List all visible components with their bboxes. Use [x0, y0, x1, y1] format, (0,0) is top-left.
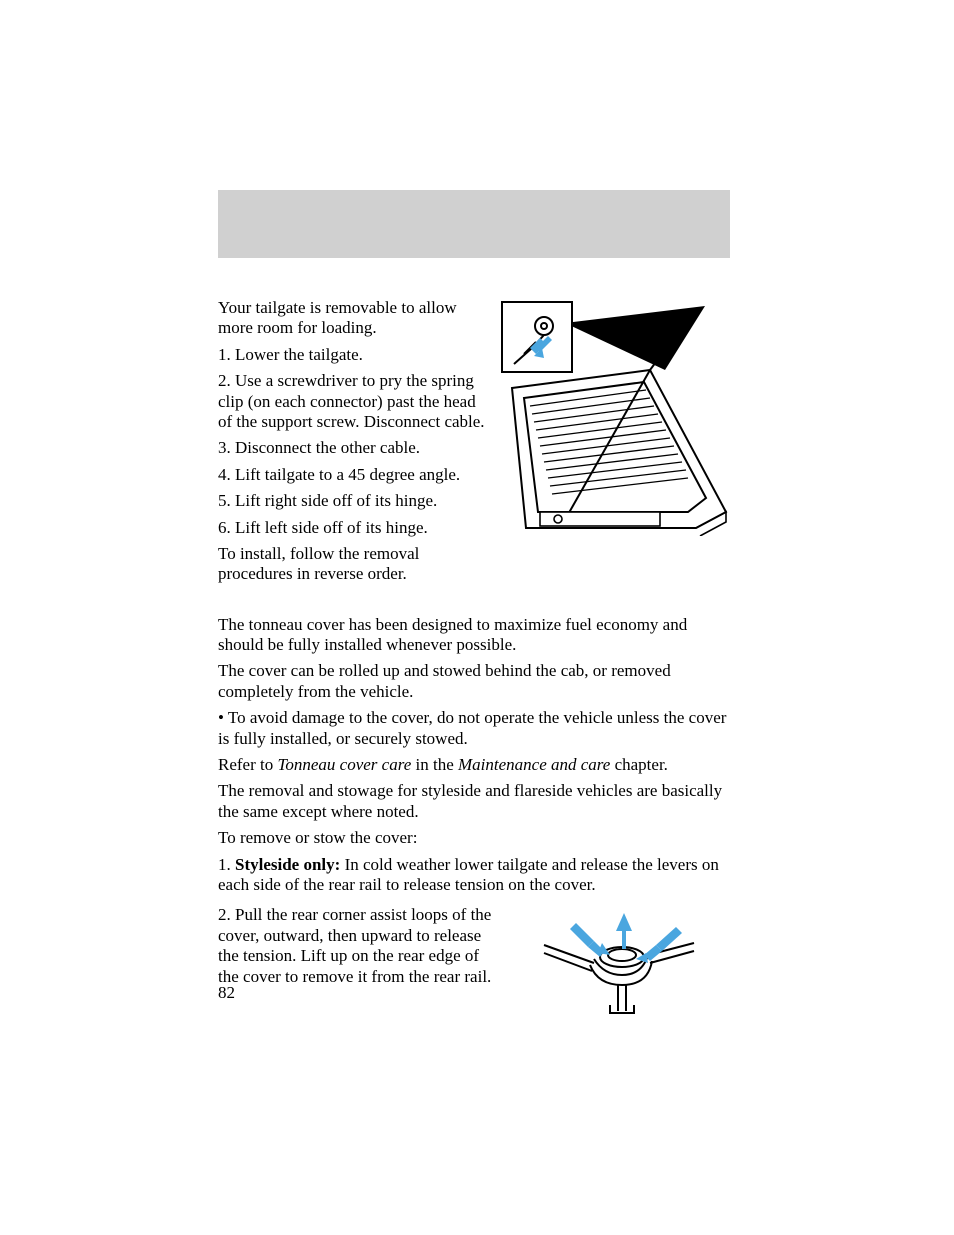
- corner-loop-figure: [506, 905, 730, 1015]
- top-two-column: Your tailgate is removable to allow more…: [218, 298, 730, 591]
- ref-post: chapter.: [610, 755, 668, 774]
- ref-mid: in the: [411, 755, 458, 774]
- s1-pre: 1.: [218, 855, 235, 874]
- page-content: Your tailgate is removable to allow more…: [218, 190, 730, 1015]
- ref-italic-2: Maintenance and care: [458, 755, 610, 774]
- tailgate-illustration: [500, 298, 730, 536]
- bottom-two-column: 2. Pull the rear corner assist loops of …: [218, 905, 730, 1015]
- tonneau-p3: The removal and stowage for styleside an…: [218, 781, 730, 822]
- section-header-band: [218, 190, 730, 258]
- tailgate-figure: [500, 298, 730, 591]
- tailgate-intro: Your tailgate is removable to allow more…: [218, 298, 486, 339]
- tonneau-step-1: 1. Styleside only: In cold weather lower…: [218, 855, 730, 896]
- tonneau-step-2: 2. Pull the rear corner assist loops of …: [218, 905, 498, 987]
- tailgate-step-4: 4. Lift tailgate to a 45 degree angle.: [218, 465, 486, 485]
- tailgate-step-5: 5. Lift right side off of its hinge.: [218, 491, 486, 511]
- tailgate-text-column: Your tailgate is removable to allow more…: [218, 298, 486, 591]
- tonneau-step-2-col: 2. Pull the rear corner assist loops of …: [218, 905, 498, 1015]
- ref-pre: Refer to: [218, 755, 277, 774]
- s1-bold: Styleside only:: [235, 855, 340, 874]
- tailgate-step-3: 3. Disconnect the other cable.: [218, 438, 486, 458]
- tonneau-p4: To remove or stow the cover:: [218, 828, 730, 848]
- tonneau-ref: Refer to Tonneau cover care in the Maint…: [218, 755, 730, 775]
- tonneau-p1: The tonneau cover has been designed to m…: [218, 615, 730, 656]
- tailgate-install-note: To install, follow the removal procedure…: [218, 544, 486, 585]
- tonneau-body: The tonneau cover has been designed to m…: [218, 615, 730, 896]
- tailgate-step-1: 1. Lower the tailgate.: [218, 345, 486, 365]
- page-number: 82: [218, 983, 235, 1003]
- tailgate-step-2: 2. Use a screwdriver to pry the spring c…: [218, 371, 486, 432]
- tailgate-step-6: 6. Lift left side off of its hinge.: [218, 518, 486, 538]
- tonneau-p2: The cover can be rolled up and stowed be…: [218, 661, 730, 702]
- tonneau-bullet: • To avoid damage to the cover, do not o…: [218, 708, 730, 749]
- ref-italic-1: Tonneau cover care: [277, 755, 411, 774]
- corner-loop-illustration: [538, 905, 698, 1015]
